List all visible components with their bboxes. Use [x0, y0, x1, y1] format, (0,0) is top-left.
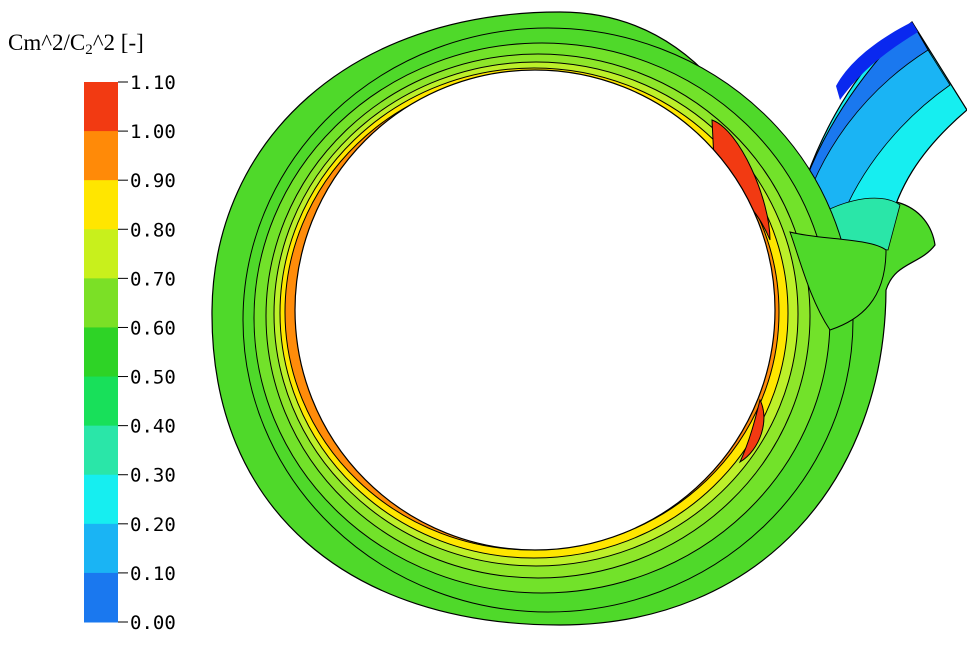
colorbar-tick-label: 0.40 — [130, 416, 176, 438]
impeller-disk — [294, 69, 776, 551]
colorbar-band — [84, 131, 118, 181]
colorbar-band — [84, 327, 118, 378]
colorbar-band — [84, 180, 118, 230]
colorbar-tick-label: 0.00 — [130, 612, 176, 634]
colorbar: 1.10 1.00 0.90 0.80 0.70 0.60 0.50 0.40 0.30 0.20… — [84, 72, 176, 634]
contour-bands — [242, 27, 854, 613]
colorbar-tick-label: 0.20 — [130, 514, 176, 536]
colorbar-band — [84, 376, 118, 427]
colorbar-tick-label: 0.80 — [130, 219, 176, 241]
discharge-light-blue-region — [799, 49, 951, 223]
colorbar-band — [84, 425, 118, 476]
colorbar-band — [84, 523, 118, 574]
colorbar-tick-label: 0.30 — [130, 465, 176, 487]
colorbar-tick-label: 0.50 — [130, 367, 176, 389]
colorbar-tick-label: 1.00 — [130, 121, 176, 143]
colorbar-tick-label: 0.90 — [130, 170, 176, 192]
colorbar-band — [84, 82, 118, 132]
colorbar-tick-label: 0.60 — [130, 317, 176, 339]
discharge-dark-blue-edge — [836, 22, 918, 100]
colorbar-band — [84, 572, 118, 623]
colorbar-tick-label: 0.10 — [130, 563, 176, 585]
colorbar-band — [84, 474, 118, 525]
colorbar-band — [84, 229, 118, 279]
colorbar-band — [84, 278, 118, 328]
tongue-region — [789, 231, 887, 331]
colorbar-title: Cm^2/C2^2 [-] — [8, 30, 144, 58]
colorbar-tick-label: 0.70 — [130, 268, 176, 290]
red-low-region — [738, 398, 765, 464]
colorbar-tick-label: 1.10 — [130, 72, 176, 94]
